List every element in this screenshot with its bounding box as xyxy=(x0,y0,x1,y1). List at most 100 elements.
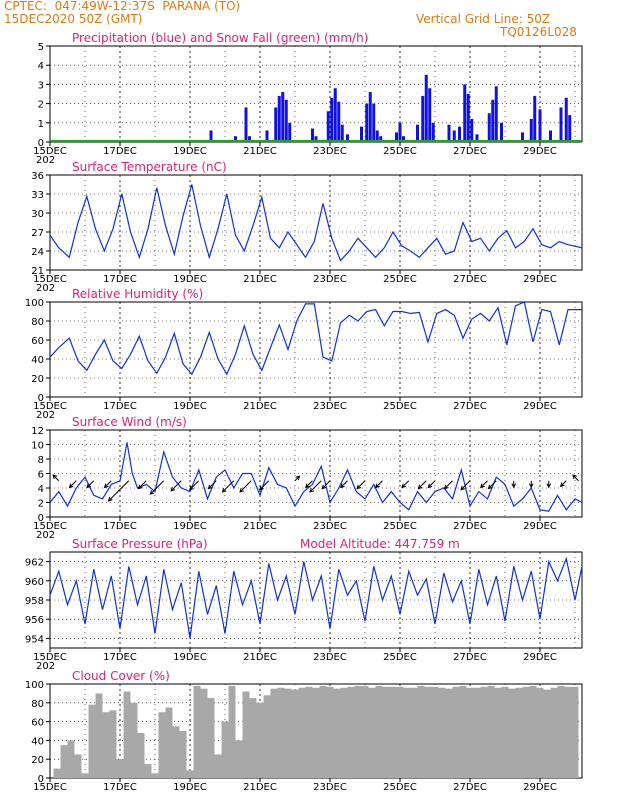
cloud-ytick-label: 20 xyxy=(31,755,44,766)
temp-ytick-label: 27 xyxy=(31,228,44,239)
precip-bar xyxy=(549,130,552,142)
wind-arrow-head xyxy=(443,484,449,490)
cloud-bar xyxy=(368,687,376,778)
pressure-xtick-label: 15DEC xyxy=(33,652,67,663)
cloud-bar xyxy=(550,687,558,778)
pressure-ytick-label: 962 xyxy=(25,558,44,569)
cloud-bar xyxy=(263,695,271,778)
rh-year-label: 202 xyxy=(36,410,55,421)
cloud-xtick-label: 29DEC xyxy=(523,782,557,793)
wind-arrow-head xyxy=(528,483,534,489)
cloud-bar xyxy=(445,688,453,778)
cloud-bar xyxy=(291,689,299,778)
wind-arrow xyxy=(52,474,60,482)
wind-arrow-head xyxy=(221,487,227,493)
wind-arrow xyxy=(460,480,471,491)
temp-ytick-label: 21 xyxy=(31,266,44,277)
precip-bar xyxy=(375,130,379,142)
wind-arrow xyxy=(340,480,348,488)
wind-arrow xyxy=(259,480,270,491)
temp-xtick-label: 17DEC xyxy=(103,274,137,285)
precip-bar xyxy=(248,136,251,142)
precip-bar xyxy=(368,92,372,142)
wind-line xyxy=(49,442,583,512)
cloud-bar xyxy=(382,686,390,778)
precip-bar xyxy=(463,84,467,142)
cloud-bar xyxy=(214,754,222,778)
wind-arrow-head xyxy=(295,475,301,481)
temp-title: Surface Temperature (nC) xyxy=(72,160,227,174)
precip-bar xyxy=(521,132,524,142)
cloud-bar xyxy=(473,687,481,778)
cloud-bar xyxy=(256,702,264,778)
pressure-ytick-label: 954 xyxy=(25,634,44,645)
precip-bar xyxy=(431,122,435,142)
cloud-bar xyxy=(102,712,110,778)
temp-xtick-label: 21DEC xyxy=(243,274,277,285)
precip-bar xyxy=(428,88,432,142)
cloud-xtick-label: 15DEC xyxy=(33,782,67,793)
cloud-bar xyxy=(186,770,194,778)
precip-bar xyxy=(452,130,456,142)
precip-year-label: 202 xyxy=(36,155,55,166)
precip-bar xyxy=(529,118,533,142)
wind-arrow-head xyxy=(546,483,552,489)
temp-frame xyxy=(49,174,583,271)
wind-arrow-head xyxy=(239,487,245,493)
wind-xtick-label: 27DEC xyxy=(453,521,487,532)
precip-bar xyxy=(314,136,318,142)
temp-ytick-label: 30 xyxy=(31,209,44,220)
cloud-bar xyxy=(200,688,208,778)
cloud-bar xyxy=(396,686,404,778)
wind-arrow xyxy=(305,480,313,488)
precip-xtick-label: 17DEC xyxy=(103,146,137,157)
cloud-bar xyxy=(305,686,313,778)
cloud-bar xyxy=(235,740,243,778)
precip-ytick-label: 3 xyxy=(38,80,44,91)
precip-bar xyxy=(281,92,285,142)
precip-title: Precipitation (blue) and Snow Fall (gree… xyxy=(72,31,368,45)
cloud-bar xyxy=(88,704,96,778)
pressure-xtick-label: 27DEC xyxy=(453,652,487,663)
temp-xtick-label: 19DEC xyxy=(173,274,207,285)
cloud-bar xyxy=(172,726,180,778)
precip-bar xyxy=(475,134,479,142)
wind-arrow xyxy=(375,480,383,488)
wind-arrow-head xyxy=(68,483,74,489)
precip-ytick-label: 1 xyxy=(38,119,44,130)
wind-xtick-label: 15DEC xyxy=(33,521,67,532)
wind-arrow xyxy=(560,480,567,487)
rh-xtick-label: 17DEC xyxy=(103,401,137,412)
temp-year-label: 202 xyxy=(36,283,55,294)
rh-ytick-label: 80 xyxy=(31,317,44,328)
precip-ytick-label: 2 xyxy=(38,100,44,111)
precip-xtick-label: 21DEC xyxy=(243,146,277,157)
cloud-bar xyxy=(536,687,544,778)
cloud-bar xyxy=(326,686,334,778)
precip-bar xyxy=(466,94,470,142)
cloud-bar xyxy=(459,685,467,778)
cloud-bar xyxy=(130,702,138,778)
cloud-bar xyxy=(116,759,124,778)
cloud-bar xyxy=(494,687,502,778)
run-id: TQ0126L028 xyxy=(500,25,577,39)
rh-ytick-label: 100 xyxy=(25,298,44,309)
precip-bar xyxy=(487,113,491,142)
wind-arrow-head xyxy=(356,484,362,490)
wind-arrow-head xyxy=(305,483,310,489)
precip-bar xyxy=(234,136,237,142)
cloud-bar xyxy=(508,688,516,778)
pressure-title: Surface Pressure (hPa) xyxy=(72,537,208,551)
pressure-line xyxy=(49,556,583,639)
precip-bar xyxy=(559,107,563,142)
grid-note: Vertical Grid Line: 50Z xyxy=(416,12,551,26)
cloud-bar xyxy=(410,687,418,778)
wind-arrow xyxy=(69,480,77,488)
temp-xtick-label: 15DEC xyxy=(33,274,67,285)
wind-arrow xyxy=(189,480,200,491)
cloud-bar xyxy=(515,687,523,778)
precip-bar xyxy=(372,103,376,142)
precip-bar xyxy=(379,136,383,142)
pressure-xtick-label: 17DEC xyxy=(103,652,137,663)
wind-arrow xyxy=(294,475,300,482)
